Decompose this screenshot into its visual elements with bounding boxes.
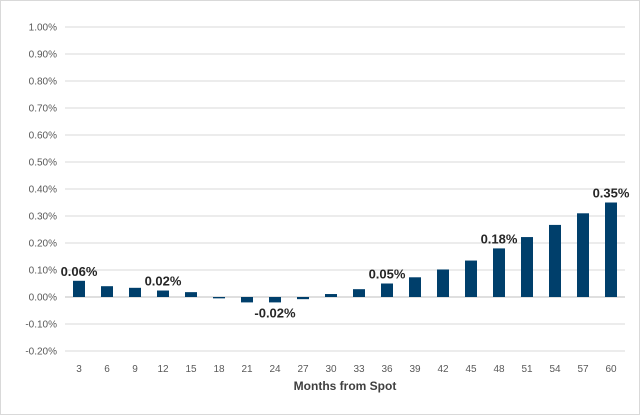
y-tick-label: 0.50%	[29, 158, 57, 169]
y-tick-label: 0.40%	[29, 185, 57, 196]
bar	[157, 290, 169, 297]
data-label: 0.02%	[145, 274, 182, 289]
bar	[549, 224, 561, 297]
bar	[185, 292, 197, 297]
x-tick-label: 30	[325, 364, 337, 375]
bar	[577, 213, 589, 297]
bar	[605, 202, 617, 297]
bar	[521, 237, 533, 297]
x-tick-label: 45	[465, 364, 477, 375]
data-label: -0.02%	[254, 305, 296, 320]
bar	[409, 277, 421, 297]
x-tick-label: 42	[437, 364, 449, 375]
y-tick-label: 0.60%	[29, 131, 57, 142]
bar	[437, 269, 449, 297]
data-label: 0.35%	[593, 186, 630, 201]
x-tick-label: 6	[104, 364, 110, 375]
y-tick-label: -0.10%	[25, 320, 57, 331]
x-tick-label: 9	[132, 364, 138, 375]
y-tick-label: -0.20%	[25, 347, 57, 358]
x-tick-label: 21	[241, 364, 253, 375]
x-tick-label: 12	[157, 364, 169, 375]
y-tick-label: 0.30%	[29, 212, 57, 223]
bar	[381, 283, 393, 297]
bar	[297, 297, 309, 300]
data-label: 0.05%	[369, 267, 406, 282]
x-tick-label: 39	[409, 364, 421, 375]
y-tick-label: 0.00%	[29, 293, 57, 304]
bar	[101, 286, 113, 297]
x-tick-label: 57	[577, 364, 589, 375]
bar	[493, 248, 505, 297]
bar	[129, 287, 141, 297]
y-tick-label: 1.00%	[29, 23, 57, 34]
x-tick-label: 24	[269, 364, 281, 375]
y-tick-label: 0.10%	[29, 266, 57, 277]
x-axis-title: Months from Spot	[294, 379, 397, 393]
x-tick-label: 51	[521, 364, 533, 375]
x-tick-label: 48	[493, 364, 505, 375]
bar	[325, 294, 337, 297]
bar	[269, 297, 281, 303]
bar	[465, 260, 477, 297]
x-tick-label: 27	[297, 364, 309, 375]
y-tick-label: 0.90%	[29, 50, 57, 61]
x-tick-label: 54	[549, 364, 561, 375]
bar	[353, 289, 365, 297]
y-tick-label: 0.80%	[29, 77, 57, 88]
x-tick-label: 60	[605, 364, 617, 375]
bar	[73, 280, 85, 297]
data-label: 0.06%	[61, 264, 98, 279]
x-tick-label: 36	[381, 364, 393, 375]
x-tick-label: 33	[353, 364, 365, 375]
y-tick-label: 0.20%	[29, 239, 57, 250]
x-tick-label: 18	[213, 364, 225, 375]
x-tick-label: 15	[185, 364, 197, 375]
y-tick-label: 0.70%	[29, 104, 57, 115]
data-label: 0.18%	[481, 231, 518, 246]
x-tick-label: 3	[76, 364, 82, 375]
bar	[213, 297, 225, 299]
bar	[241, 297, 253, 303]
